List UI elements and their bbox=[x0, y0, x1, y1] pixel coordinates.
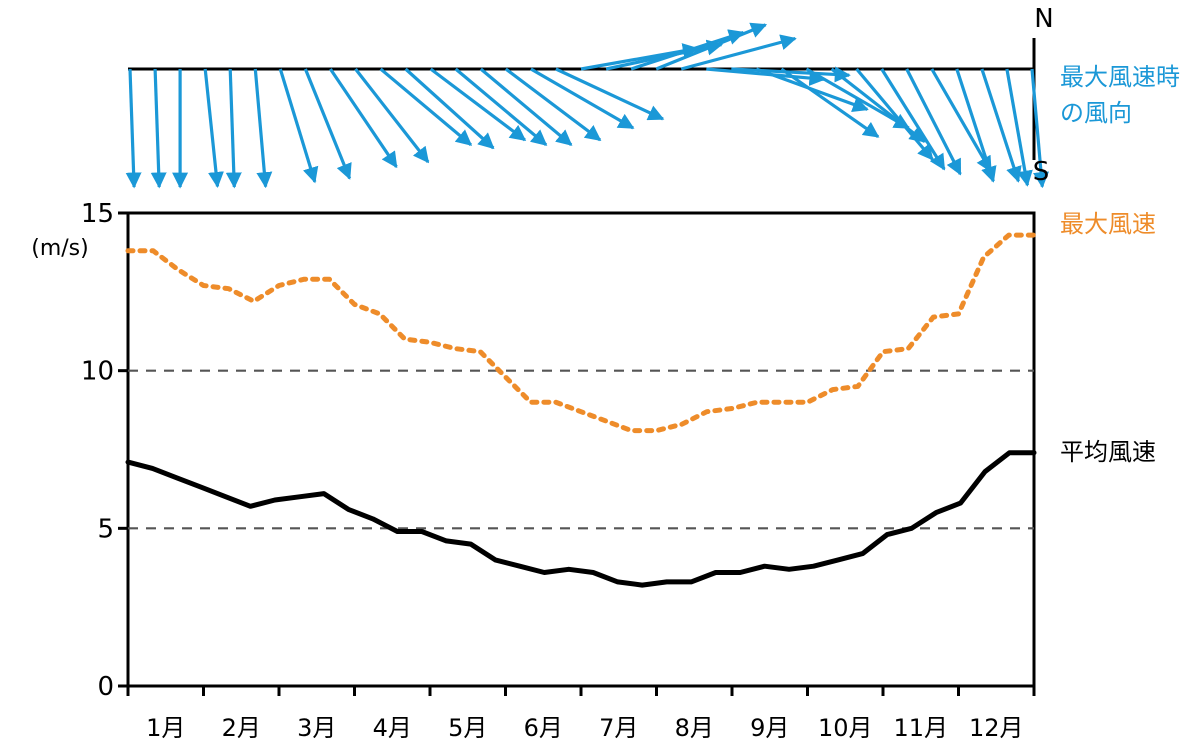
direction-arrow bbox=[278, 68, 319, 184]
x-tick-label-9: 9月 bbox=[750, 714, 789, 742]
x-tick-label-1: 1月 bbox=[146, 714, 185, 742]
speed-plot: 0 5 10 15 1月 2月 3月 4月 5月 6月 7月 8月 9月 10月 11月 12月 bbox=[81, 199, 1037, 742]
direction-arrow bbox=[805, 67, 911, 130]
direction-arrow bbox=[504, 67, 602, 142]
direction-arrow bbox=[404, 67, 495, 150]
direction-arrow bbox=[580, 43, 699, 71]
x-tick-label-7: 7月 bbox=[599, 714, 638, 742]
direction-arrow bbox=[980, 68, 1022, 183]
legend-direction-line1: 最大風速時 bbox=[1060, 63, 1180, 91]
direction-arrow bbox=[1030, 68, 1050, 189]
direction-arrow bbox=[354, 68, 430, 164]
direction-arrow bbox=[379, 67, 473, 147]
direction-arrow bbox=[731, 66, 851, 83]
x-tick-label-4: 4月 bbox=[373, 714, 412, 742]
y-tick-label-0: 0 bbox=[97, 672, 114, 702]
x-tick-label-8: 8月 bbox=[675, 714, 714, 742]
legend-direction: 最大風速時 の風向 bbox=[1060, 63, 1188, 127]
x-tick-label-11: 11月 bbox=[893, 714, 948, 742]
x-tick-label-12: 12月 bbox=[969, 714, 1024, 742]
direction-arrow bbox=[855, 67, 934, 161]
direction-arrow bbox=[555, 67, 665, 121]
direction-arrow bbox=[429, 67, 527, 142]
direction-arrow bbox=[454, 67, 548, 147]
y-axis-unit: (m/s) bbox=[31, 236, 88, 261]
legend-direction-line2: の風向 bbox=[1060, 99, 1132, 127]
direction-arrow bbox=[203, 68, 224, 188]
direction-arrow bbox=[479, 67, 573, 147]
direction-arrow bbox=[303, 68, 352, 180]
x-tick-label-5: 5月 bbox=[448, 714, 487, 742]
y-tick-label-10: 10 bbox=[81, 357, 114, 387]
direction-arrow bbox=[530, 67, 635, 130]
y-tick-label-5: 5 bbox=[97, 514, 114, 544]
legend-average-speed: 平均風速 bbox=[1060, 438, 1156, 466]
direction-arrow bbox=[225, 68, 242, 189]
direction-arrow bbox=[630, 29, 745, 71]
direction-arrow bbox=[930, 68, 993, 173]
direction-arrow bbox=[680, 34, 797, 71]
x-tick-label-10: 10月 bbox=[818, 714, 873, 742]
direction-arrow bbox=[905, 68, 962, 176]
series-line-0 bbox=[125, 232, 1037, 434]
series-line-1 bbox=[125, 450, 1037, 588]
direction-arrow bbox=[1005, 68, 1033, 187]
x-tick-label-6: 6月 bbox=[524, 714, 563, 742]
direction-arrow bbox=[150, 68, 167, 189]
legend-max-speed: 最大風速 bbox=[1060, 210, 1156, 238]
direction-arrow bbox=[880, 68, 946, 171]
direction-arrow bbox=[780, 67, 880, 139]
labels: (m/s) N S 最大風速 平均風速 最大風速時 の風向 bbox=[31, 4, 1188, 466]
direction-arrow bbox=[125, 68, 142, 189]
direction-arrow bbox=[706, 67, 826, 87]
wind-direction-panel bbox=[125, 22, 1050, 189]
direction-arrow bbox=[955, 68, 997, 183]
y-tick-label-15: 15 bbox=[81, 199, 114, 229]
x-tick-label-3: 3月 bbox=[297, 714, 336, 742]
direction-arrow bbox=[655, 22, 768, 71]
direction-arrow bbox=[329, 68, 398, 169]
x-tick-label-2: 2月 bbox=[222, 714, 261, 742]
compass-south-label: S bbox=[1033, 157, 1050, 187]
compass-north-label: N bbox=[1034, 4, 1053, 34]
direction-arrow bbox=[253, 68, 273, 189]
plot-frame bbox=[126, 211, 1036, 688]
